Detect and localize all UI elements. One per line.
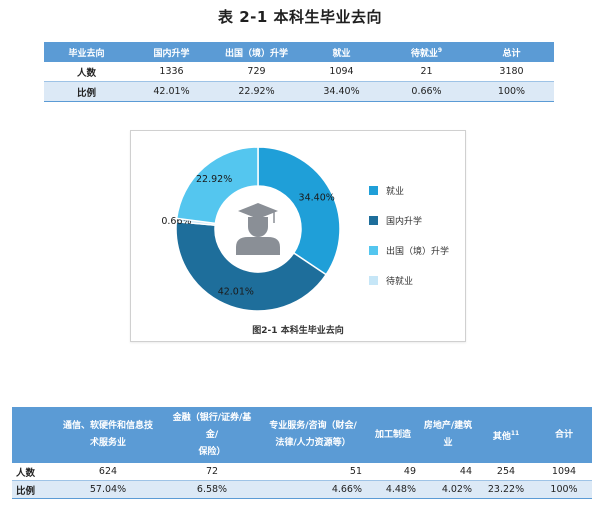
header-industry-4: 房地产/建筑业 [420, 407, 476, 463]
donut-slice [175, 220, 328, 312]
cell: 4.02% [420, 480, 476, 499]
legend-swatch [369, 215, 378, 225]
header-text: 加工制造 [374, 429, 411, 440]
header-text: 金融（银行/证券/基金/ [172, 412, 252, 440]
table-row: 比例 42.01% 22.92% 34.40% 0.66% 100% [44, 81, 554, 102]
cell: 42.01% [129, 81, 214, 102]
table-header-row: 毕业去向 国内升学 出国（境）升学 就业 待就业9 总计 [44, 42, 554, 62]
industry-distribution-table: 通信、软硬件和信息技 术服务业 金融（银行/证券/基金/保险） 专业服务/咨询（财会/… [12, 407, 592, 499]
row-label: 人数 [12, 463, 52, 481]
header-domestic-study: 国内升学 [129, 42, 214, 62]
legend-item: 就业 [369, 183, 449, 197]
legend-swatch [369, 185, 378, 195]
header-text: 专业服务/咨询（财会/ [269, 421, 357, 431]
slice-label: 0.66% [161, 216, 191, 227]
donut-chart: 34.40% 42.01% 0.66% 22.92% [161, 146, 341, 312]
header-total: 总计 [469, 42, 554, 62]
cell: 57.04% [52, 480, 164, 499]
legend-item: 国内升学 [369, 213, 449, 227]
row-label: 比例 [44, 81, 129, 102]
cell: 3180 [469, 62, 554, 82]
cell: 1336 [129, 62, 214, 82]
cell: 100% [469, 81, 554, 102]
header-industry-0: 通信、软硬件和信息技 术服务业 [52, 407, 164, 463]
header-industry-5: 其他11 [476, 407, 536, 463]
header-text: 房地产/建筑 [423, 421, 473, 431]
cell: 624 [52, 463, 164, 481]
table-row: 人数 624 72 51 49 44 254 1094 [12, 463, 592, 481]
header-industry-3: 加工制造 [366, 407, 420, 463]
legend-swatch [369, 275, 378, 285]
cell: 51 [260, 463, 366, 481]
header-text: 保险） [198, 446, 226, 457]
cell: 0.66% [384, 81, 469, 102]
chart-caption: 图2-1 本科生毕业去向 [252, 326, 344, 336]
donut-slice [175, 146, 259, 225]
cell: 254 [476, 463, 536, 481]
header-overseas-study: 出国（境）升学 [214, 42, 299, 62]
legend-label: 出国（境）升学 [386, 246, 450, 257]
header-text: 通信、软硬件和信息技 [62, 421, 153, 431]
header-destination: 毕业去向 [44, 42, 129, 62]
table-header-row: 通信、软硬件和信息技 术服务业 金融（银行/证券/基金/保险） 专业服务/咨询（财会/… [12, 407, 592, 463]
header-text: 术服务业 [89, 438, 126, 448]
cell: 4.48% [366, 480, 420, 499]
cell: 44 [420, 463, 476, 481]
table-row: 比例 57.04% 6.58% 4.66% 4.48% 4.02% 23.22% 100% [12, 480, 592, 499]
header-text: 合计 [554, 429, 573, 440]
header-blank [12, 407, 52, 463]
donut-chart-panel: 34.40% 42.01% 0.66% 22.92% 就业国内升学出国（境）升学 待就业… [130, 130, 466, 342]
cell: 23.22% [476, 480, 536, 499]
cell: 1094 [536, 463, 592, 481]
cell: 6.58% [164, 480, 260, 499]
cell: 72 [164, 463, 260, 481]
slice-label: 42.01% [218, 287, 254, 298]
cell: 4.66% [260, 480, 366, 499]
legend-label: 国内升学 [386, 216, 423, 227]
cell: 729 [214, 62, 299, 82]
chart-legend: 就业国内升学出国（境）升学 待就业 [369, 183, 449, 303]
slice-label: 22.92% [196, 174, 232, 185]
header-text: 业 [443, 438, 453, 448]
cell: 34.40% [299, 81, 384, 102]
header-pending: 待就业9 [384, 42, 469, 62]
cell: 100% [536, 480, 592, 499]
footnote-mark: 9 [437, 46, 443, 54]
cell: 1094 [299, 62, 384, 82]
legend-label: 待就业 [386, 276, 414, 287]
cell: 22.92% [214, 81, 299, 102]
slice-label: 34.40% [299, 193, 335, 204]
graduate-icon [216, 187, 300, 271]
legend-swatch [369, 245, 378, 255]
row-label: 比例 [12, 480, 52, 499]
header-industry-6: 合计 [536, 407, 592, 463]
legend-item: 出国（境）升学 [369, 243, 449, 257]
legend-item: 待就业 [369, 273, 449, 287]
header-industry-1: 金融（银行/证券/基金/保险） [164, 407, 260, 463]
row-label: 人数 [44, 62, 129, 82]
table-row: 人数 1336 729 1094 21 3180 [44, 62, 554, 82]
header-industry-2: 专业服务/咨询（财会/法律/人力资源等） [260, 407, 366, 463]
graduation-destination-table: 毕业去向 国内升学 出国（境）升学 就业 待就业9 总计 人数 1336 729… [44, 42, 554, 102]
header-text: 其他 [492, 431, 511, 442]
cell: 21 [384, 62, 469, 82]
header-text: 法律/人力资源等） [275, 438, 351, 448]
footnote-mark: 11 [510, 429, 520, 437]
table-title: 表 2-1 本科生毕业去向 [217, 8, 383, 26]
donut-slice [257, 146, 341, 276]
header-employment: 就业 [299, 42, 384, 62]
legend-label: 就业 [386, 186, 405, 197]
cell: 49 [366, 463, 420, 481]
